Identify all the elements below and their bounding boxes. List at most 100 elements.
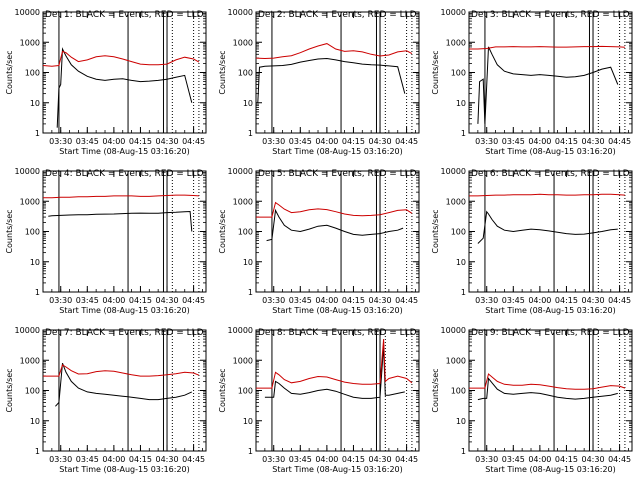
x-tick-label: 04:45 <box>608 296 631 305</box>
x-tick-label: 04:00 <box>102 137 125 146</box>
chart-panel: Det 3: BLACK = Events, RED = LLD 1 10 100 10… <box>431 8 633 156</box>
x-tick-label: 03:30 <box>262 455 285 464</box>
x-tick-label: 04:15 <box>129 455 152 464</box>
x-tick-label: 03:45 <box>502 455 525 464</box>
x-tick-label: 04:45 <box>395 296 418 305</box>
y-tick-label: 1 <box>35 288 40 297</box>
lld-series-line <box>469 373 626 390</box>
y-tick-label: 1000 <box>20 197 40 206</box>
x-tick-label: 03:45 <box>76 296 99 305</box>
x-tick-label: 04:30 <box>368 296 391 305</box>
y-tick-label: 10000 <box>15 326 40 335</box>
lld-series-line <box>469 193 625 197</box>
y-tick-label: 1000 <box>233 197 253 206</box>
x-tick-label: 04:15 <box>342 455 365 464</box>
y-tick-label: 100 <box>25 387 40 396</box>
y-tick-label: 10000 <box>228 167 253 176</box>
x-tick-label: 04:30 <box>581 137 604 146</box>
x-tick-label: 03:45 <box>76 137 99 146</box>
y-axis-title: Counts/sec <box>5 50 14 94</box>
lld-series-line <box>256 339 413 389</box>
panel-title: Det 9: BLACK = Events, RED = LLD <box>471 328 630 338</box>
y-tick-label: 10 <box>456 99 466 108</box>
panel-title: Det 2: BLACK = Events, RED = LLD <box>258 10 417 20</box>
chart-panel: Det 8: BLACK = Events, RED = LLD 1 10 100 10… <box>218 326 420 474</box>
y-tick-label: 10 <box>243 258 253 267</box>
x-tick-label: 04:00 <box>102 296 125 305</box>
x-tick-label: 03:45 <box>502 137 525 146</box>
x-axis-title: Start Time (08-Aug-15 03:16:20) <box>485 306 616 315</box>
x-tick-label: 04:45 <box>608 137 631 146</box>
events-series-line <box>477 210 618 244</box>
x-tick-label: 03:30 <box>49 455 72 464</box>
x-axis-title: Start Time (08-Aug-15 03:16:20) <box>59 306 190 315</box>
y-tick-label: 10 <box>456 258 466 267</box>
y-tick-label: 10 <box>243 417 253 426</box>
x-tick-label: 04:15 <box>342 137 365 146</box>
y-tick-label: 10 <box>30 417 40 426</box>
x-tick-label: 04:45 <box>608 455 631 464</box>
lld-series-line <box>43 194 199 199</box>
y-tick-label: 1 <box>461 129 466 138</box>
y-tick-label: 1000 <box>20 38 40 47</box>
y-axis-title: Counts/sec <box>5 368 14 412</box>
x-tick-label: 04:00 <box>528 455 551 464</box>
lld-series-line <box>43 364 200 377</box>
y-axis-title: Counts/sec <box>431 50 440 94</box>
x-tick-label: 03:30 <box>475 455 498 464</box>
x-tick-label: 04:30 <box>155 455 178 464</box>
events-series-line <box>477 46 619 124</box>
x-tick-label: 04:30 <box>581 455 604 464</box>
y-tick-label: 10000 <box>441 326 466 335</box>
x-tick-label: 03:30 <box>49 137 72 146</box>
lld-series-line <box>256 43 413 60</box>
y-tick-label: 1 <box>35 129 40 138</box>
chart-panel: Det 5: BLACK = Events, RED = LLD 1 10 100 10… <box>218 167 420 315</box>
events-series-line <box>48 210 193 232</box>
x-tick-label: 04:45 <box>395 455 418 464</box>
y-tick-label: 1 <box>248 129 253 138</box>
x-tick-label: 03:30 <box>475 137 498 146</box>
x-tick-label: 04:45 <box>182 296 205 305</box>
y-axis-title: Counts/sec <box>431 209 440 253</box>
x-tick-label: 03:30 <box>49 296 72 305</box>
x-tick-label: 04:15 <box>555 137 578 146</box>
y-tick-label: 100 <box>451 387 466 396</box>
x-tick-label: 04:15 <box>555 296 578 305</box>
y-tick-label: 1000 <box>446 356 466 365</box>
x-tick-label: 03:45 <box>502 296 525 305</box>
y-tick-label: 1 <box>248 447 253 456</box>
panel-title: Det 1: BLACK = Events, RED = LLD <box>45 10 204 20</box>
y-tick-label: 10 <box>456 417 466 426</box>
x-tick-label: 03:45 <box>289 455 312 464</box>
chart-panel: Det 1: BLACK = Events, RED = LLD 1 10 100 10… <box>5 8 207 156</box>
x-tick-label: 04:00 <box>528 137 551 146</box>
events-series-line <box>257 57 406 103</box>
x-tick-label: 04:15 <box>342 296 365 305</box>
panel-title: Det 8: BLACK = Events, RED = LLD <box>258 328 417 338</box>
x-tick-label: 04:30 <box>368 137 391 146</box>
y-tick-label: 1000 <box>233 38 253 47</box>
x-tick-label: 03:30 <box>475 296 498 305</box>
chart-panel: Det 7: BLACK = Events, RED = LLD 1 10 100 10… <box>5 326 207 474</box>
x-tick-label: 03:45 <box>289 137 312 146</box>
lld-series-line <box>256 201 413 218</box>
x-tick-label: 04:15 <box>555 455 578 464</box>
y-axis-title: Counts/sec <box>218 50 227 94</box>
y-tick-label: 10000 <box>441 8 466 17</box>
y-axis-title: Counts/sec <box>218 209 227 253</box>
x-tick-label: 04:15 <box>129 296 152 305</box>
chart-panel: Det 2: BLACK = Events, RED = LLD 1 10 100 10… <box>218 8 420 156</box>
x-axis-title: Start Time (08-Aug-15 03:16:20) <box>485 465 616 474</box>
x-tick-label: 04:45 <box>182 137 205 146</box>
x-tick-label: 04:00 <box>315 455 338 464</box>
lld-series-line <box>469 45 625 50</box>
y-tick-label: 100 <box>25 69 40 78</box>
y-tick-label: 10 <box>243 99 253 108</box>
events-series-line <box>56 47 193 128</box>
y-axis-title: Counts/sec <box>5 209 14 253</box>
chart-panel: Det 9: BLACK = Events, RED = LLD 1 10 100 10… <box>431 326 633 474</box>
y-tick-label: 100 <box>25 228 40 237</box>
panel-title: Det 5: BLACK = Events, RED = LLD <box>258 169 417 179</box>
chart-panel: Det 6: BLACK = Events, RED = LLD 1 10 100 10… <box>431 167 633 315</box>
